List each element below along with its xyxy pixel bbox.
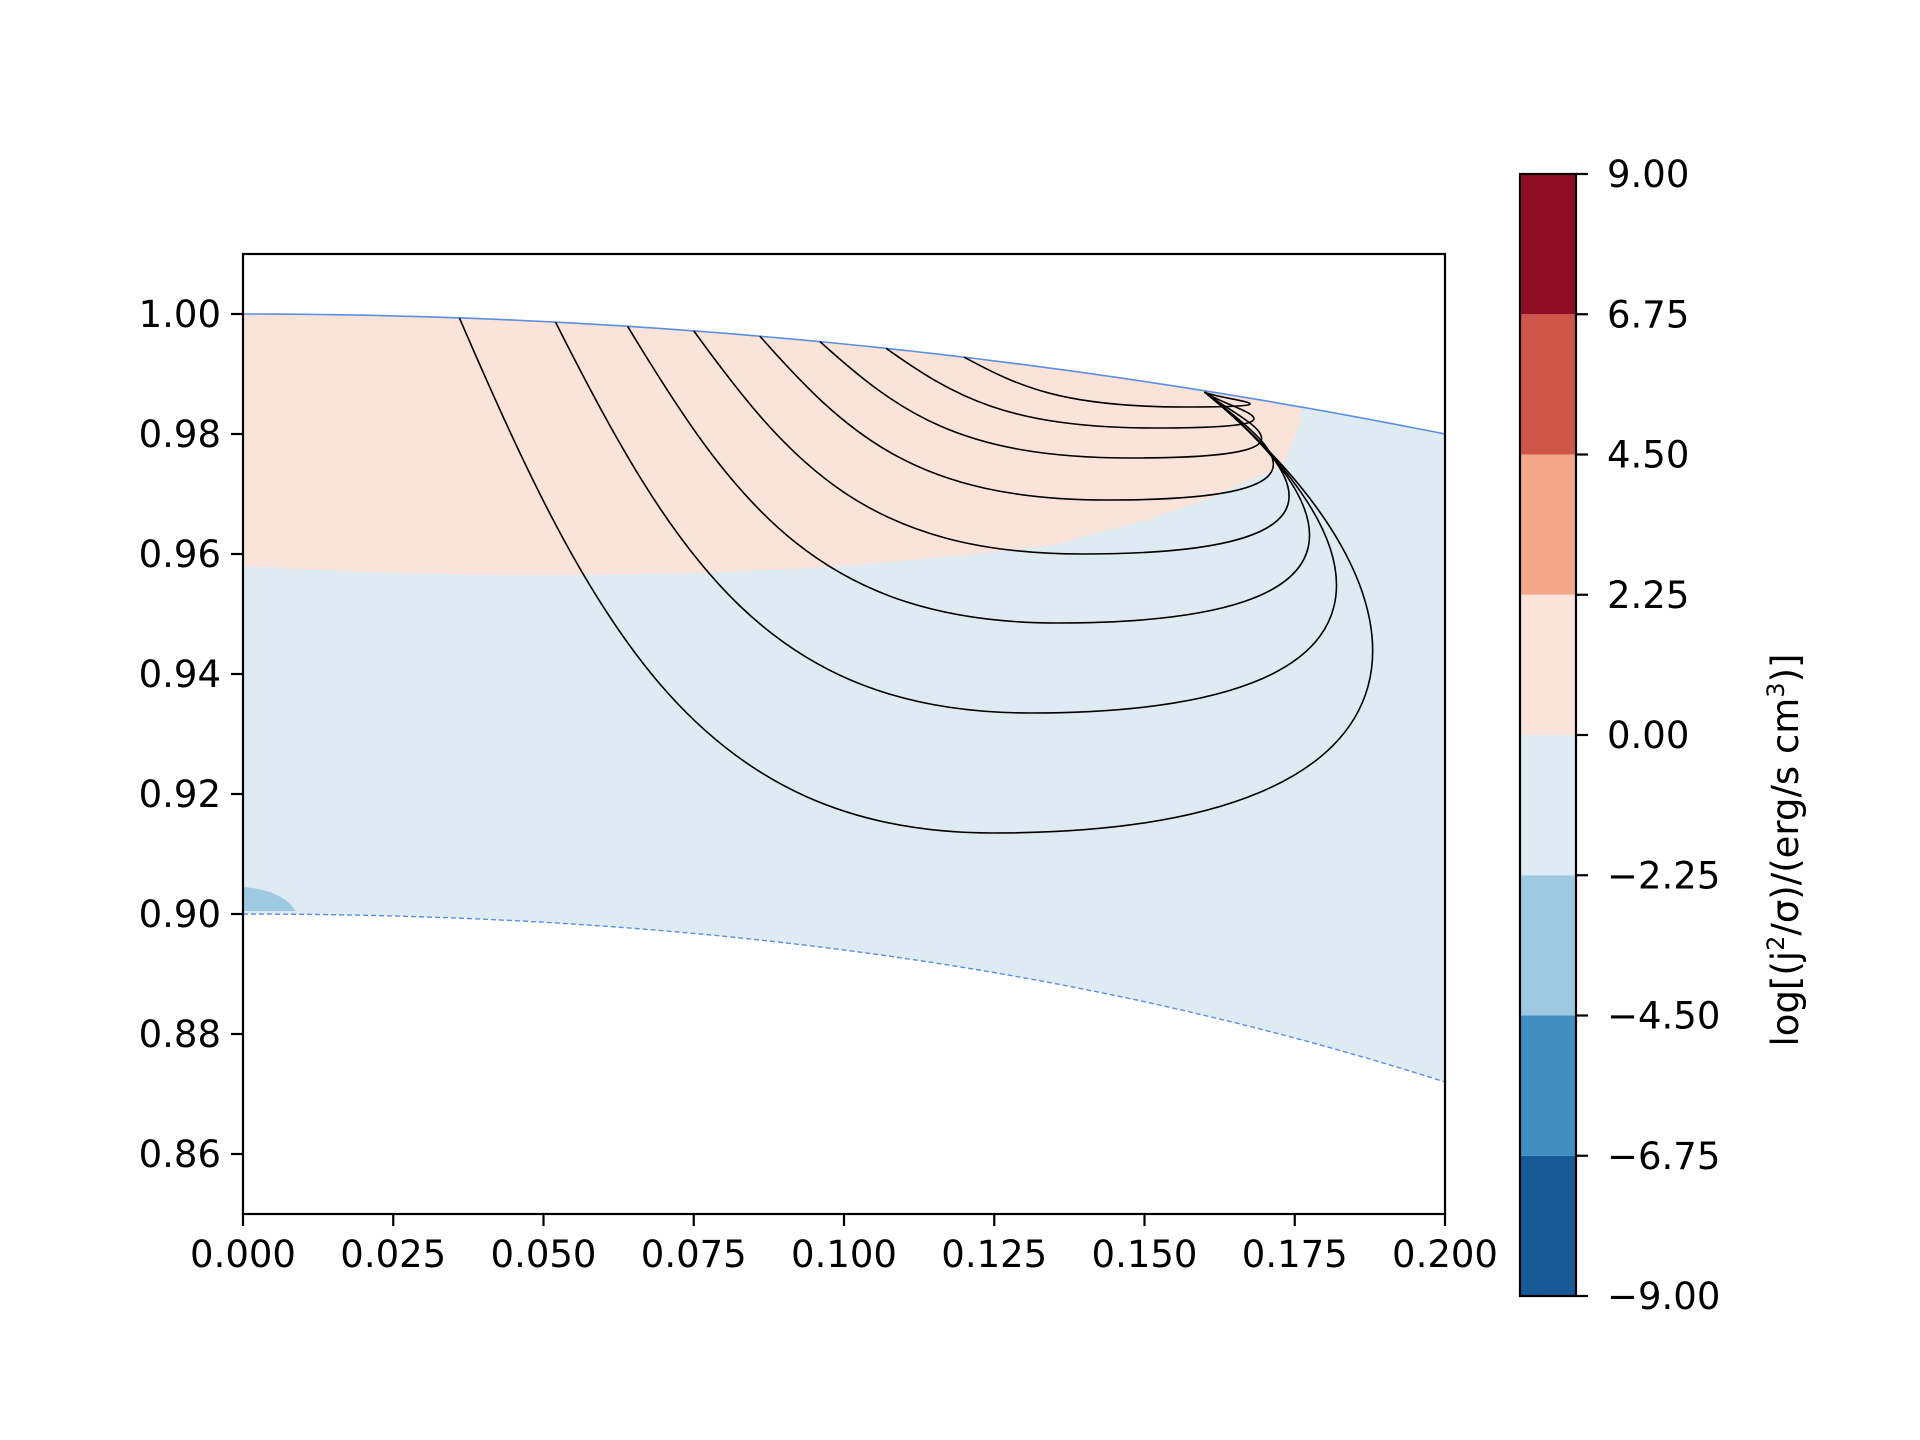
colorbar-band: [1520, 314, 1576, 455]
y-tick-label: 0.86: [139, 1133, 221, 1176]
y-tick-label: 0.92: [139, 773, 221, 816]
field-lines: [458, 317, 1374, 834]
colorbar-band: [1520, 454, 1576, 595]
plot-area: [243, 313, 1445, 1083]
y-tick-label: 0.90: [139, 893, 221, 936]
field-line: [693, 330, 1290, 555]
colorbar-tick-label: −9.00: [1607, 1275, 1720, 1318]
field-line: [963, 356, 1251, 408]
colorbar: 9.00 6.75 4.50 2.25 0.00 −2.25 −4.50 −6.75 −9.00…: [1518, 153, 1807, 1318]
field-line: [819, 341, 1263, 459]
region-0-to-2-25: [243, 314, 1301, 575]
colorbar-band: [1520, 735, 1576, 876]
field-line: [458, 317, 1374, 834]
colorbar-band: [1520, 875, 1576, 1016]
outer-boundary-line: [243, 313, 1445, 435]
colorbar-bands: [1520, 174, 1576, 1296]
colorbar-ticks: 9.00 6.75 4.50 2.25 0.00 −2.25 −4.50 −6.75 −9.00: [1576, 153, 1720, 1318]
y-tick-label: 1.00: [139, 293, 221, 336]
x-tick-label: 0.200: [1392, 1233, 1498, 1276]
y-axis-ticks: 0.86 0.88 0.90 0.92 0.94 0.96 0.98 1.00: [139, 293, 243, 1176]
colorbar-band: [1520, 174, 1576, 315]
colorbar-label-suffix: )]: [1764, 654, 1807, 683]
y-tick-label: 0.98: [139, 413, 221, 456]
y-tick-label: 0.88: [139, 1013, 221, 1056]
y-tick-label: 0.96: [139, 533, 221, 576]
colorbar-tick-label: 9.00: [1607, 153, 1689, 196]
colorbar-tick-label: −2.25: [1607, 854, 1720, 897]
colorbar-tick-label: −6.75: [1607, 1135, 1720, 1178]
y-tick-label: 0.94: [139, 653, 221, 696]
x-tick-label: 0.025: [340, 1233, 446, 1276]
colorbar-tick-label: 4.50: [1607, 434, 1689, 477]
x-tick-label: 0.150: [1092, 1233, 1198, 1276]
colorbar-label: log[(j2/σ)/(erg/s cm3)]: [1762, 654, 1807, 1047]
colorbar-label-sup1: 2: [1762, 936, 1790, 951]
colorbar-band: [1520, 1155, 1576, 1296]
colorbar-band: [1520, 1015, 1576, 1156]
colorbar-label-sup2: 3: [1762, 682, 1790, 697]
x-tick-label: 0.075: [641, 1233, 747, 1276]
colorbar-tick-label: 2.25: [1607, 574, 1689, 617]
x-tick-label: 0.100: [791, 1233, 897, 1276]
colorbar-band: [1520, 594, 1576, 735]
colorbar-label-mid: /σ)/(erg/s cm: [1764, 698, 1807, 936]
colorbar-tick-label: 0.00: [1607, 714, 1689, 757]
field-line: [885, 347, 1255, 429]
field-line: [554, 321, 1338, 714]
colorbar-tick-label: −4.50: [1607, 995, 1720, 1038]
x-tick-label: 0.000: [190, 1233, 296, 1276]
x-tick-label: 0.175: [1242, 1233, 1348, 1276]
x-tick-label: 0.050: [491, 1233, 597, 1276]
region-minus-4-5-to-minus-2-25: [243, 887, 296, 911]
inner-boundary-line: [243, 913, 1445, 1083]
colorbar-label-prefix: log[(j: [1764, 951, 1807, 1047]
x-axis-ticks: 0.000 0.025 0.050 0.075 0.100 0.125 0.150 0.175…: [190, 1214, 1498, 1276]
field-line: [626, 325, 1311, 624]
x-tick-label: 0.125: [941, 1233, 1047, 1276]
colorbar-tick-label: 6.75: [1607, 293, 1689, 336]
field-line: [759, 335, 1275, 501]
